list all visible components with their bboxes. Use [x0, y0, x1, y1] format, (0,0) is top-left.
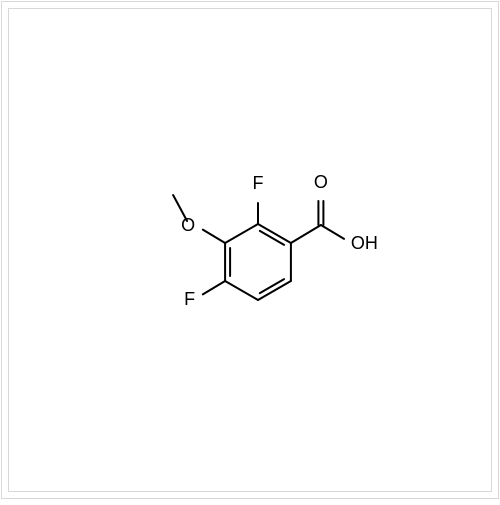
- inner-frame: [8, 8, 492, 492]
- atom-label-f-0: F: [253, 173, 264, 194]
- structure-canvas: F O F O OH: [0, 0, 500, 500]
- atom-label-f-2: F: [184, 289, 195, 310]
- atom-label-carbonyl-o: O: [314, 172, 328, 193]
- atom-label-o-1: O: [181, 215, 195, 236]
- atom-label-oh: OH: [351, 233, 378, 254]
